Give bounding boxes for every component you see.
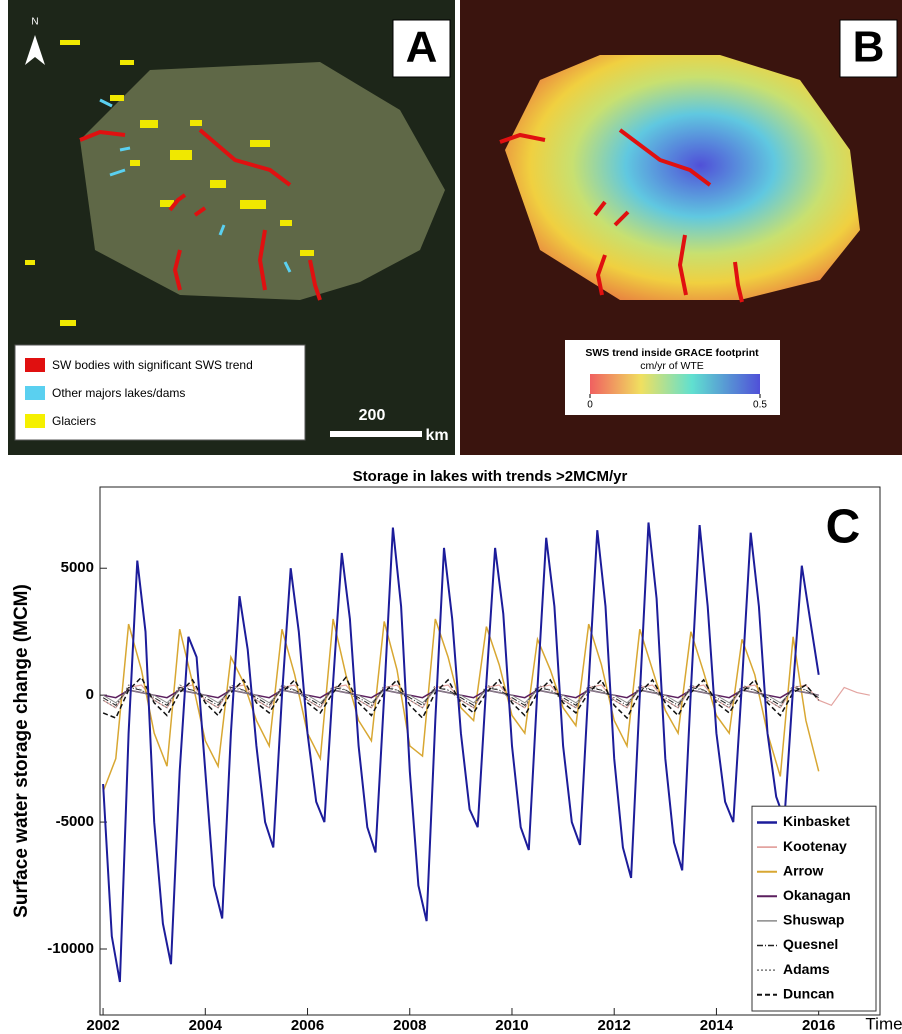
- colorbar-subtitle: cm/yr of WTE: [640, 360, 704, 372]
- panel-label-box: [839, 19, 898, 78]
- scale-bar: [330, 431, 422, 437]
- north-arrow: [25, 35, 45, 65]
- panel-b: B SWS trend inside GRACE footprint cm/yr…: [460, 0, 902, 455]
- legend-label: Quesnel: [783, 936, 838, 952]
- x-tick-label: 2012: [598, 1017, 631, 1034]
- colorbar: [590, 374, 760, 394]
- map-legend: [14, 344, 306, 441]
- colorbar-tick-label: 0: [587, 400, 593, 411]
- other-lakes: [99, 98, 292, 273]
- x-tick-label: 2002: [86, 1017, 119, 1034]
- legend-label: Adams: [783, 961, 830, 977]
- panel-label-box: [392, 19, 451, 78]
- series-line: [102, 684, 819, 709]
- north-label: N: [31, 17, 38, 28]
- legend-label: Other majors lakes/dams: [52, 386, 185, 400]
- legend-label: Duncan: [783, 985, 834, 1001]
- series-line: [102, 689, 819, 704]
- x-tick-label: 2016: [802, 1017, 835, 1034]
- x-tick-label: 2006: [291, 1017, 324, 1034]
- chart-title: Storage in lakes with trends >2MCM/yr: [353, 468, 628, 485]
- colorbar-title: SWS trend inside GRACE footprint: [585, 347, 759, 359]
- sw-bodies: [499, 128, 744, 303]
- legend-label: Kootenay: [783, 838, 847, 854]
- series-line: [102, 522, 820, 983]
- x-tick-label: 2008: [393, 1017, 426, 1034]
- y-tick-label: -5000: [56, 813, 94, 830]
- legend-swatch: [25, 386, 45, 400]
- panel-label: B: [853, 23, 885, 72]
- legend-label: Okanagan: [783, 887, 851, 903]
- legend-label: Arrow: [783, 862, 824, 878]
- x-axis-label: Time: [865, 1014, 902, 1033]
- legend-label: Shuswap: [783, 912, 844, 928]
- grace-footprint: [505, 55, 860, 300]
- legend: [751, 805, 877, 1012]
- panel-label: A: [406, 23, 438, 72]
- x-tick-label: 2004: [189, 1017, 223, 1034]
- legend-label: Glaciers: [52, 414, 96, 428]
- series-line: [102, 618, 820, 792]
- glaciers: [25, 40, 314, 326]
- sw-bodies: [79, 128, 322, 301]
- y-tick-label: 0: [86, 686, 94, 703]
- scale-value: 200: [359, 407, 386, 424]
- y-axis-label: Surface water storage change (MCM): [11, 584, 32, 918]
- study-area: [80, 62, 445, 300]
- y-tick-label: -10000: [47, 940, 94, 957]
- legend-label: Kinbasket: [783, 813, 850, 829]
- x-tick-label: 2014: [700, 1017, 734, 1034]
- y-tick-label: 5000: [61, 559, 94, 576]
- chart-label: C: [826, 501, 861, 554]
- legend-swatch: [25, 414, 45, 428]
- series-line: [102, 676, 820, 720]
- scale-unit: km: [425, 427, 448, 444]
- x-tick-label: 2010: [495, 1017, 528, 1034]
- series-line: [102, 686, 819, 706]
- legend-swatch: [25, 358, 45, 372]
- legend-label: SW bodies with significant SWS trend: [52, 358, 253, 372]
- colorbar-tick-label: 0.5: [753, 400, 767, 411]
- panel-a: N A SW bodies with significant SWS trend…: [8, 0, 455, 455]
